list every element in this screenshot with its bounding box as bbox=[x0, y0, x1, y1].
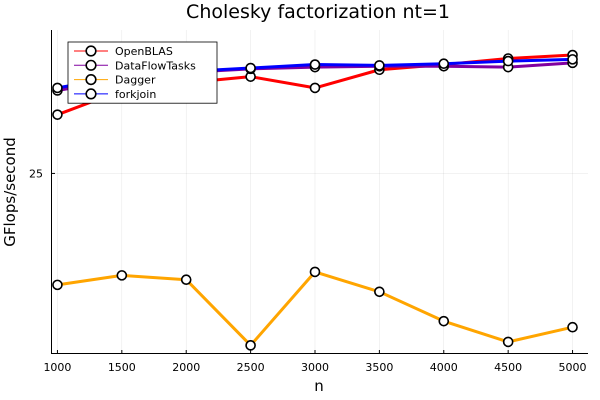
y-tick-label: 25 bbox=[29, 167, 43, 180]
data-point bbox=[438, 315, 450, 327]
chart-title: Cholesky factorization nt=1 bbox=[186, 1, 450, 23]
legend-label: OpenBLAS bbox=[115, 45, 173, 58]
legend-label: DataFlowTasks bbox=[115, 59, 196, 72]
x-axis-title: n bbox=[314, 377, 324, 395]
data-point bbox=[567, 54, 578, 65]
x-tick-label: 5000 bbox=[559, 361, 587, 374]
data-point bbox=[52, 82, 63, 94]
y-axis-title: GFlops/second bbox=[1, 137, 19, 246]
data-point bbox=[245, 340, 256, 351]
x-tick-label: 4000 bbox=[430, 361, 458, 374]
data-point bbox=[309, 82, 321, 94]
legend-marker bbox=[85, 73, 97, 86]
data-point bbox=[180, 274, 192, 285]
data-point bbox=[116, 270, 128, 281]
x-tick-label: 3500 bbox=[365, 361, 393, 374]
data-point bbox=[438, 58, 450, 69]
y-ticks: 25 bbox=[29, 167, 55, 180]
axes bbox=[51, 30, 588, 354]
legend-marker bbox=[85, 59, 97, 71]
data-point bbox=[502, 55, 514, 67]
legend-marker bbox=[85, 88, 97, 100]
x-tick-label: 1500 bbox=[108, 361, 136, 374]
data-point bbox=[245, 62, 256, 74]
data-point bbox=[567, 321, 578, 333]
legend-label: forkjoin bbox=[115, 88, 156, 101]
data-point bbox=[309, 266, 321, 278]
data-point bbox=[374, 60, 385, 71]
x-tick-label: 3000 bbox=[301, 361, 329, 374]
x-tick-label: 1000 bbox=[43, 361, 71, 374]
x-ticks: 1000 1500 2000 2500 3000 3500 4000 4500 5000 bbox=[43, 350, 587, 374]
x-tick-label: 2500 bbox=[237, 361, 265, 374]
data-point bbox=[374, 286, 385, 298]
legend-marker bbox=[85, 45, 97, 57]
x-tick-label: 4500 bbox=[494, 361, 522, 374]
series-dagger bbox=[52, 266, 578, 351]
data-point bbox=[52, 109, 63, 120]
data-point bbox=[502, 336, 514, 348]
legend-label: Dagger bbox=[115, 74, 156, 87]
data-point bbox=[52, 279, 63, 291]
data-point bbox=[309, 59, 321, 70]
x-tick-label: 2000 bbox=[172, 361, 200, 374]
